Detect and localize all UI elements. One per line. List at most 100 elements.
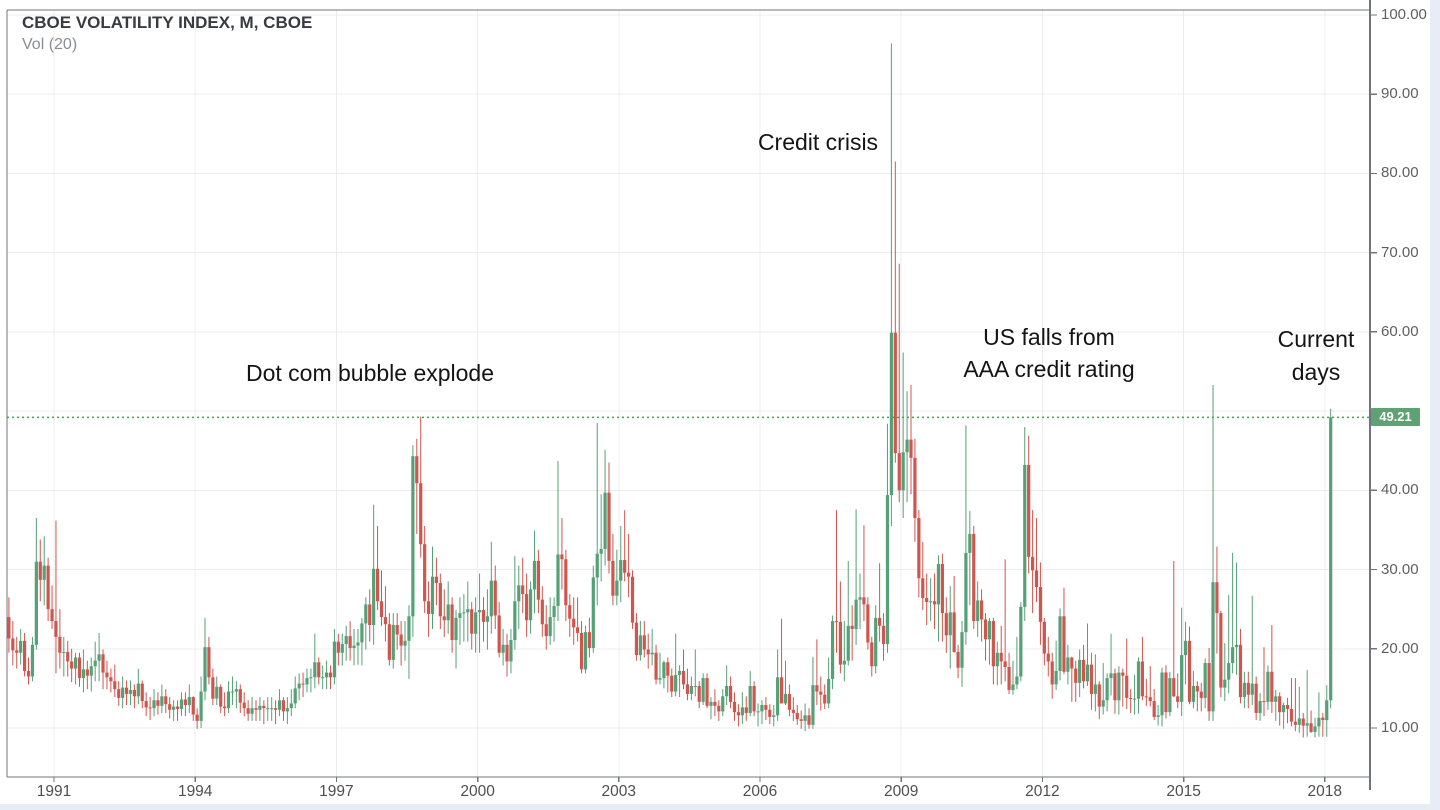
- candle-body: [277, 700, 282, 710]
- time-tick-label: 2012: [1025, 783, 1060, 800]
- candle-body: [1117, 672, 1121, 701]
- candle-body: [948, 612, 952, 636]
- candle-body: [619, 560, 623, 581]
- candle-body: [1164, 672, 1168, 713]
- candle-body: [340, 644, 344, 653]
- candle-body: [728, 686, 733, 702]
- candle-body: [46, 565, 50, 610]
- candle-body: [740, 707, 744, 716]
- candle-body: [1285, 705, 1290, 709]
- candle-body: [1301, 718, 1305, 726]
- candle-body: [1148, 697, 1152, 702]
- candle-body: [583, 632, 588, 670]
- candle-body: [144, 701, 148, 708]
- candle-body: [995, 652, 999, 667]
- candle-body: [807, 715, 811, 725]
- candle-body: [121, 687, 125, 698]
- candle-body: [944, 613, 948, 636]
- symbol-title: CBOE VOLATILITY INDEX, M, CBOE: [22, 13, 313, 32]
- candle-body: [22, 640, 27, 671]
- price-tick-label: 40.00: [1381, 481, 1419, 499]
- candle-body: [34, 561, 38, 645]
- candle-body: [328, 672, 333, 678]
- candle-body: [870, 642, 874, 667]
- price-tick-label: 100.00: [1381, 6, 1427, 23]
- candle-body: [1266, 671, 1270, 702]
- candle-body: [317, 662, 321, 678]
- candle-body: [101, 654, 105, 673]
- candle-body: [285, 708, 289, 712]
- price-tick-label: 80.00: [1381, 164, 1419, 182]
- candle-body: [485, 616, 490, 622]
- candle-body: [956, 651, 960, 668]
- candle-body: [195, 714, 199, 721]
- candle-body: [878, 617, 882, 626]
- candle-body: [1219, 613, 1223, 688]
- candle-body: [230, 691, 235, 693]
- candle-body: [1038, 586, 1043, 622]
- candle-body: [732, 701, 737, 713]
- candle-body: [1003, 661, 1007, 667]
- candle-body: [1183, 640, 1188, 656]
- candle-body: [1042, 621, 1046, 654]
- candle-body: [544, 624, 548, 637]
- candle-body: [768, 709, 772, 717]
- candle-body: [477, 609, 482, 613]
- candle-body: [1227, 663, 1231, 680]
- candle-body: [509, 640, 513, 662]
- candle-body: [674, 674, 678, 692]
- candle-body: [725, 686, 729, 697]
- candle-body: [913, 457, 917, 519]
- candle-body: [925, 598, 929, 603]
- candle-body: [1007, 666, 1011, 690]
- candle-body: [964, 552, 968, 633]
- candle-body: [713, 701, 717, 706]
- candle-body: [897, 453, 901, 491]
- candle-body: [615, 580, 619, 596]
- candle-body: [709, 701, 713, 706]
- annotation-line: US falls from: [983, 324, 1115, 350]
- candle-body: [379, 601, 384, 618]
- page-edge-right: [1430, 0, 1440, 810]
- candle-body: [419, 483, 423, 545]
- candle-body: [1274, 696, 1278, 702]
- candle-body: [838, 621, 843, 665]
- candle-body: [113, 681, 117, 690]
- candle-body: [481, 609, 486, 622]
- candle-body: [407, 616, 411, 641]
- candle-body: [846, 625, 850, 661]
- indicator-legend: Vol (20): [22, 36, 78, 53]
- candle-body: [744, 707, 748, 713]
- candle-body: [654, 652, 658, 680]
- candle-body: [466, 609, 470, 613]
- candle-body: [438, 583, 442, 617]
- candle-body: [364, 604, 368, 624]
- candle-body: [450, 604, 454, 641]
- candle-body: [568, 605, 572, 619]
- candle-body: [1203, 663, 1207, 698]
- candle-body: [1254, 683, 1258, 713]
- candle-body: [297, 683, 301, 689]
- candle-body: [301, 683, 305, 685]
- candle-body: [795, 712, 799, 720]
- candle-body: [81, 669, 86, 679]
- candle-body: [89, 666, 93, 676]
- price-tick-label: 30.00: [1381, 560, 1419, 578]
- candle-body: [1054, 670, 1058, 685]
- candle-body: [721, 696, 725, 712]
- candle-body: [536, 560, 540, 600]
- candle-body: [1211, 582, 1215, 712]
- candle-body: [591, 577, 595, 648]
- candle-body: [772, 715, 776, 717]
- candle-body: [599, 548, 603, 554]
- candles: [7, 43, 1333, 738]
- candle-body: [662, 662, 666, 679]
- candle-body: [93, 660, 97, 667]
- candle-body: [1317, 717, 1321, 727]
- candle-body: [309, 677, 313, 679]
- candle-body: [623, 560, 627, 573]
- candle-body: [183, 699, 187, 706]
- candle-body: [1132, 698, 1137, 700]
- candle-body: [42, 565, 46, 580]
